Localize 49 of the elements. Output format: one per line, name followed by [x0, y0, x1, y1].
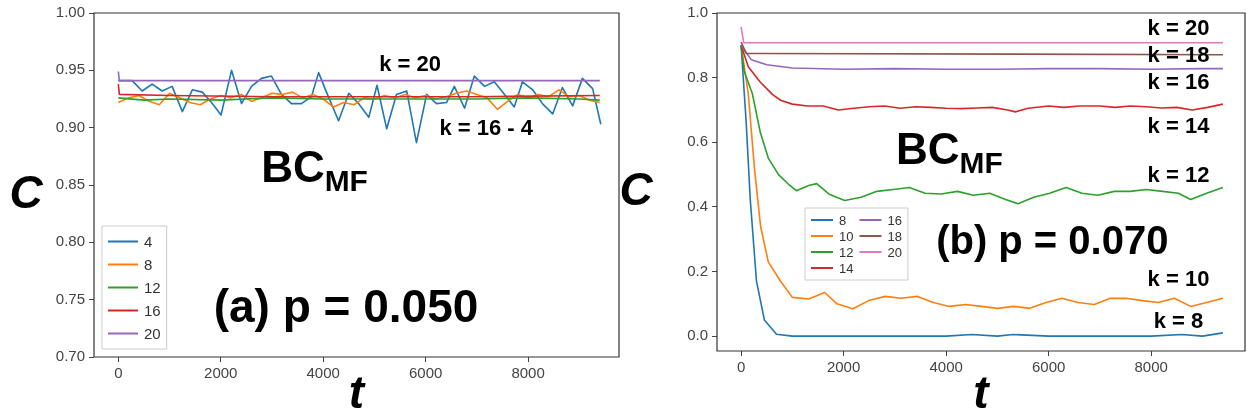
y-tick-label: 0.80 — [55, 232, 85, 250]
legend-label: 16 — [887, 212, 902, 228]
x-tick-label: 2000 — [204, 364, 238, 382]
legend-label: 14 — [839, 260, 854, 276]
annotation: k = 10 — [1147, 265, 1210, 291]
annotation: (b) p = 0.070 — [936, 217, 1169, 262]
x-tick-label: 6000 — [408, 364, 443, 382]
legend-label: 12 — [839, 244, 854, 260]
legend-label: 20 — [887, 244, 902, 260]
legend-label: 8 — [144, 255, 153, 273]
y-tick-label: 0.0 — [687, 326, 708, 344]
x-tick-label: 0 — [736, 358, 746, 376]
y-axis-title: C — [9, 165, 44, 218]
legend-label: 10 — [839, 228, 854, 244]
x-tick-label: 4000 — [306, 364, 340, 382]
x-tick-label: 4000 — [929, 358, 963, 376]
legend-label: 12 — [144, 278, 161, 296]
legend-label: 4 — [144, 232, 153, 250]
annotation: k = 12 — [1147, 161, 1210, 187]
annotation: k = 16 - 4 — [439, 114, 534, 140]
legend-label: 18 — [887, 228, 902, 244]
y-tick-label: 0.85 — [55, 175, 85, 193]
x-axis-title: t — [973, 365, 991, 417]
x-tick-label: 6000 — [1031, 358, 1066, 376]
x-tick-label: 2000 — [826, 358, 861, 376]
x-tick-label: 8000 — [1134, 358, 1168, 376]
y-tick-label: 0.95 — [55, 60, 85, 78]
annotation: k = 8 — [1153, 307, 1204, 333]
x-tick-label: 8000 — [511, 364, 545, 382]
y-tick-label: 0.4 — [687, 197, 708, 215]
y-tick-label: 0.75 — [55, 289, 85, 307]
legend-label: 16 — [144, 301, 161, 319]
annotation: k = 14 — [1147, 112, 1211, 138]
annotation: k = 16 — [1147, 69, 1210, 95]
annotation: k = 20 — [379, 50, 441, 76]
legend-label: 8 — [839, 212, 847, 228]
y-tick-label: 0.6 — [687, 132, 708, 150]
legend-label: 20 — [144, 324, 161, 342]
x-axis-title: t — [348, 365, 366, 417]
annotation: (a) p = 0.050 — [213, 279, 479, 332]
annotation: k = 20 — [1147, 14, 1210, 40]
y-tick-label: 0.70 — [55, 347, 85, 365]
y-tick-label: 0.8 — [687, 67, 708, 85]
y-tick-label: 0.90 — [55, 117, 85, 135]
y-axis-title: C — [619, 162, 654, 215]
y-tick-label: 1.0 — [687, 3, 708, 21]
x-tick-label: 0 — [114, 364, 123, 382]
y-tick-label: 1.00 — [55, 3, 85, 21]
y-tick-label: 0.2 — [687, 261, 708, 279]
